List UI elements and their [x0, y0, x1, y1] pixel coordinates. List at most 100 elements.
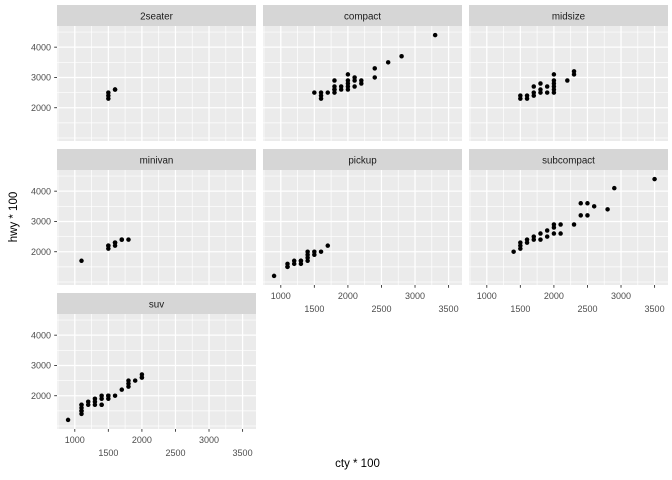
data-point — [312, 90, 317, 95]
facet-strip-label: pickup — [348, 156, 377, 167]
data-point — [325, 90, 331, 95]
data-point — [106, 243, 111, 248]
data-point — [352, 84, 357, 89]
data-point — [119, 387, 125, 392]
data-point — [551, 72, 557, 77]
data-point — [352, 75, 357, 80]
data-point — [558, 222, 563, 227]
x-tick-label: 3000 — [611, 291, 631, 301]
data-point — [106, 393, 111, 398]
data-point — [612, 185, 617, 191]
facet-strip — [57, 293, 256, 314]
x-tick-label: 2500 — [165, 448, 185, 458]
data-point — [585, 213, 590, 218]
facet-panel — [57, 26, 256, 141]
data-point — [79, 258, 84, 264]
data-point — [126, 237, 131, 242]
data-point — [99, 402, 104, 408]
x-tick-label: 2000 — [338, 291, 358, 301]
x-tick-label: 1500 — [98, 448, 118, 458]
data-point — [538, 237, 543, 242]
data-point — [106, 90, 111, 95]
x-tick-label: 3500 — [645, 304, 665, 314]
data-point — [92, 396, 98, 401]
data-point — [385, 60, 391, 65]
data-point — [126, 378, 131, 383]
data-point — [372, 66, 377, 71]
facet-strip-label: compact — [344, 12, 381, 23]
data-point — [578, 213, 583, 218]
data-point — [538, 87, 543, 92]
x-tick-label: 2000 — [132, 435, 152, 445]
data-point — [518, 240, 523, 245]
y-tick-label: 4000 — [31, 330, 51, 340]
data-point — [652, 176, 657, 182]
facet-strip — [469, 149, 668, 170]
data-point — [139, 372, 145, 377]
data-point — [359, 78, 364, 83]
data-point — [332, 78, 337, 83]
x-tick-label: 1500 — [304, 304, 324, 314]
data-point — [544, 234, 550, 239]
y-tick-label: 3000 — [31, 361, 51, 371]
x-tick-label: 1000 — [271, 291, 291, 301]
data-point — [271, 273, 277, 279]
data-point — [312, 249, 317, 254]
data-point — [318, 249, 324, 254]
data-point — [551, 231, 557, 236]
x-tick-label: 2000 — [544, 291, 564, 301]
data-point — [79, 402, 84, 408]
data-point — [112, 393, 118, 398]
x-tick-label: 1000 — [65, 435, 85, 445]
facet-panel — [57, 170, 256, 285]
x-tick-label: 3000 — [199, 435, 219, 445]
data-point — [531, 84, 537, 89]
data-point — [345, 78, 351, 83]
x-axis-title: cty * 100 — [335, 458, 380, 470]
facet-strip-label: suv — [149, 300, 164, 311]
data-point — [544, 228, 550, 233]
data-point — [544, 84, 550, 89]
facet-strip — [57, 149, 256, 170]
facet-strip-label: minivan — [140, 156, 174, 167]
data-point — [511, 249, 516, 254]
data-point — [432, 32, 438, 38]
x-tick-label: 2500 — [371, 304, 391, 314]
data-point — [85, 399, 91, 405]
data-point — [119, 237, 125, 242]
facet-panel — [57, 314, 256, 429]
y-tick-label: 3000 — [31, 73, 51, 83]
data-point — [578, 201, 583, 206]
data-point — [524, 237, 530, 242]
y-tick-label: 3000 — [31, 217, 51, 227]
data-point — [518, 93, 523, 98]
data-point — [571, 222, 577, 227]
x-tick-label: 2500 — [577, 304, 597, 314]
x-tick-label: 3500 — [439, 304, 459, 314]
data-point — [285, 261, 290, 267]
data-point — [551, 222, 557, 227]
data-point — [298, 258, 304, 264]
x-tick-label: 1000 — [477, 291, 497, 301]
data-point — [538, 231, 543, 236]
data-point — [291, 258, 297, 264]
y-tick-label: 2000 — [31, 103, 51, 113]
data-point — [524, 93, 530, 98]
data-point — [345, 72, 351, 77]
data-point — [531, 90, 537, 95]
data-point — [338, 84, 344, 89]
facet-strip — [469, 5, 668, 26]
data-point — [585, 201, 590, 206]
facet-strip-label: subcompact — [542, 156, 595, 167]
facet-strip — [263, 5, 462, 26]
data-point — [65, 417, 71, 423]
data-point — [551, 78, 557, 83]
y-axis-title: hwy * 100 — [8, 191, 20, 243]
data-point — [565, 78, 570, 83]
data-point — [399, 54, 404, 59]
facet-panel — [469, 26, 668, 141]
data-point — [318, 90, 324, 95]
data-point — [571, 69, 577, 74]
